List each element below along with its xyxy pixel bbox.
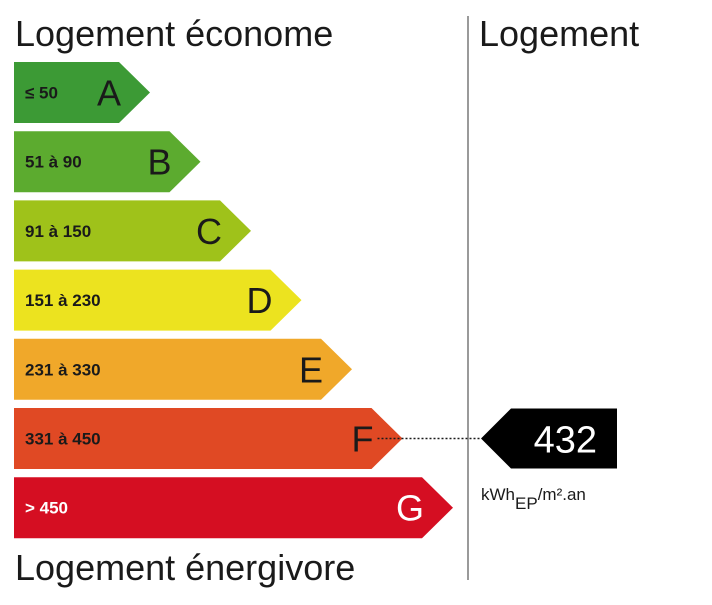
unit-main: kWh [481,485,515,504]
class-range-c: 91 à 150 [25,222,91,241]
class-range-b: 51 à 90 [25,153,82,172]
class-letter-b: B [147,142,171,183]
class-letter-d: D [247,280,273,321]
energy-intensive-label: Logement énergivore [15,547,356,588]
class-bar-a: ≤ 50 A [14,62,150,123]
unit-rest: /m².an [537,485,586,504]
unit-label: kWhEP/m².an [481,485,586,512]
efficient-label: Logement économe [15,13,334,54]
class-letter-g: G [396,488,424,529]
class-arrow-g [14,477,453,539]
class-letter-e: E [299,349,323,390]
class-letter-a: A [97,73,121,114]
value-marker [481,408,617,469]
class-arrow-c [14,200,251,262]
class-letter-f: F [352,419,374,460]
class-range-d: 151 à 230 [25,291,101,310]
class-range-e: 231 à 330 [25,360,101,379]
class-letter-c: C [196,211,222,252]
class-arrow-e [14,338,352,400]
unit-sub: EP [515,494,538,513]
column-divider [467,16,469,580]
column-title: Logement [479,13,640,54]
class-bar-e: 231 à 330 E [14,338,352,400]
class-bar-c: 91 à 150 C [14,200,251,262]
class-range-f: 331 à 450 [25,430,101,449]
class-bar-d: 151 à 230 D [14,269,302,331]
class-bar-g: > 450 G [14,477,453,539]
class-range-a: ≤ 50 [25,84,58,103]
value-marker-text: 432 [534,420,597,462]
class-arrow-b [14,131,201,193]
class-range-g: > 450 [25,499,68,518]
class-arrow-f [14,408,403,469]
class-arrow-a [14,62,150,123]
class-bar-f: 331 à 450 F [14,408,403,469]
class-bar-b: 51 à 90 B [14,131,201,193]
class-arrow-d [14,269,302,331]
